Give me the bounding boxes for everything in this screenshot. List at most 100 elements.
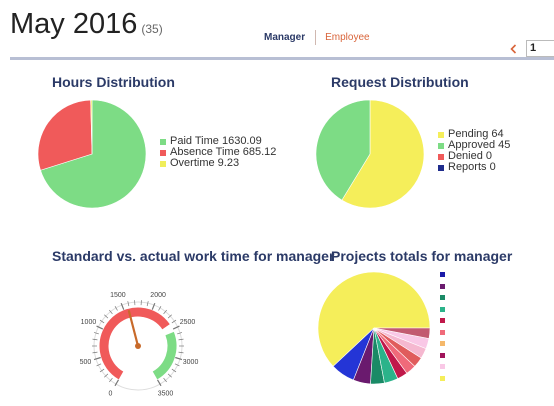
gauge-title: Standard vs. actual work time for manage… xyxy=(52,248,335,264)
requests-legend-label: Reports 0 xyxy=(448,161,496,173)
gauge-tick xyxy=(178,351,184,354)
gauge-tick xyxy=(92,351,98,354)
gauge-tick xyxy=(146,301,149,307)
projects-slice-10[interactable] xyxy=(373,327,431,339)
header-divider xyxy=(10,57,554,60)
gauge-band-0 xyxy=(99,307,170,380)
hours-slice-1[interactable] xyxy=(37,99,93,171)
gauge-tick xyxy=(163,309,167,315)
gauge-tick-label: 1500 xyxy=(110,292,126,299)
projects-legend-swatch[interactable] xyxy=(440,341,445,346)
hours-legend-swatch xyxy=(160,138,166,145)
gauge-tick xyxy=(167,373,172,378)
hours-pie-chart xyxy=(37,99,147,209)
hours-slice-2[interactable] xyxy=(90,99,93,155)
gauge-tick xyxy=(167,314,172,319)
gauge-tick xyxy=(99,368,105,373)
hours-legend-label: Paid Time 1630.09 xyxy=(170,135,262,147)
hours-slice-0[interactable] xyxy=(40,99,147,209)
gauge-band-1 xyxy=(162,324,174,336)
gauge-tick xyxy=(172,325,180,330)
projects-slice-0[interactable] xyxy=(317,271,431,367)
requests-legend-item[interactable]: Approved 45 xyxy=(438,140,510,151)
requests-legend-item[interactable]: Denied 0 xyxy=(438,151,510,162)
gauge-tick xyxy=(104,373,109,378)
gauge-tick xyxy=(178,338,184,341)
gauge-tick xyxy=(174,363,180,367)
gauge-tick xyxy=(104,314,109,319)
projects-legend-swatch[interactable] xyxy=(440,364,445,369)
gauge-tick-label: 2000 xyxy=(150,292,166,299)
hours-legend-label: Absence Time 685.12 xyxy=(170,146,277,158)
hours-legend-swatch xyxy=(160,149,166,156)
requests-slice-0[interactable] xyxy=(341,99,425,209)
gauge-tick xyxy=(163,377,167,383)
tab-separator xyxy=(315,30,317,45)
gauge-tick-label: 3500 xyxy=(158,391,174,398)
hours-legend-swatch xyxy=(160,160,166,167)
requests-pie-chart xyxy=(315,99,425,209)
projects-legend-swatch[interactable] xyxy=(440,272,445,277)
gauge-tick xyxy=(177,332,183,335)
gauge-tick-label: 1000 xyxy=(81,319,97,326)
requests-legend-label: Approved 45 xyxy=(448,139,511,151)
requests-legend-swatch xyxy=(438,131,444,138)
requests-legend-swatch xyxy=(438,164,444,171)
gauge-tick xyxy=(158,305,162,311)
projects-legend-swatch[interactable] xyxy=(440,306,445,312)
projects-legend-swatch[interactable] xyxy=(440,318,445,323)
requests-slice-1[interactable] xyxy=(315,99,371,201)
gauge-tick xyxy=(114,379,120,387)
projects-legend-swatch[interactable] xyxy=(440,352,445,358)
gauge-tick xyxy=(171,368,177,373)
gauge-tick-label: 3000 xyxy=(183,359,199,366)
projects-legend-swatch[interactable] xyxy=(440,375,445,381)
projects-legend-swatch[interactable] xyxy=(440,295,445,300)
gauge-tick xyxy=(114,305,118,311)
gauge-tick xyxy=(92,338,98,341)
projects-totals-title: Projects totals for manager xyxy=(331,248,513,264)
gauge-tick xyxy=(96,363,102,367)
gauge-needle xyxy=(127,310,140,348)
requests-legend-label: Pending 64 xyxy=(448,128,504,140)
gauge-tick xyxy=(96,325,104,330)
requests-legend-swatch xyxy=(438,153,444,160)
projects-legend xyxy=(438,272,448,388)
requests-legend-label: Denied 0 xyxy=(448,150,493,162)
tab-employee[interactable]: Employee xyxy=(325,32,370,44)
page-title: May 2016 (35) xyxy=(10,8,163,41)
gauge-tick-label: 2500 xyxy=(180,319,196,326)
requests-legend: Pending 64 Approved 45 Denied 0 Reports 0 xyxy=(438,129,510,173)
gauge-tick xyxy=(93,332,99,335)
requests-legend-item[interactable]: Reports 0 xyxy=(438,162,510,173)
hours-legend-item[interactable]: Overtime 9.23 xyxy=(160,158,276,169)
page-number-input[interactable]: 1 xyxy=(526,40,554,57)
tab-manager[interactable]: Manager xyxy=(264,32,306,44)
hours-legend-item[interactable]: Paid Time 1630.09 xyxy=(160,136,276,147)
work-time-gauge: 0 500 1000 1500 2000 2500 3000 3500 xyxy=(80,292,199,398)
hours-distribution-title: Hours Distribution xyxy=(52,74,175,90)
gauge-tick xyxy=(109,377,113,383)
record-count: (35) xyxy=(141,22,163,36)
requests-legend-swatch xyxy=(438,142,444,149)
gauge-tick xyxy=(175,356,183,361)
request-distribution-title: Request Distribution xyxy=(331,74,469,90)
gauge-tick xyxy=(99,319,105,324)
chevron-left-icon[interactable] xyxy=(510,43,517,57)
hours-legend: Paid Time 1630.09 Absence Time 685.12 Over… xyxy=(160,136,276,169)
gauge-tick xyxy=(151,302,156,310)
gauge-tick xyxy=(171,319,177,324)
view-tabs: Manager Employee xyxy=(264,30,370,45)
gauge-tick xyxy=(156,379,162,387)
month-label: May 2016 xyxy=(10,8,138,40)
requests-legend-item[interactable]: Pending 64 xyxy=(438,129,510,140)
projects-legend-swatch[interactable] xyxy=(440,329,445,335)
gauge-tick-label: 0 xyxy=(109,391,113,398)
projects-pie-chart xyxy=(317,271,431,385)
hours-legend-label: Overtime 9.23 xyxy=(170,157,240,169)
gauge-hub xyxy=(135,343,141,349)
hours-legend-item[interactable]: Absence Time 685.12 xyxy=(160,147,276,158)
projects-legend-swatch[interactable] xyxy=(440,283,445,289)
gauge-band-2 xyxy=(152,331,177,380)
gauge-tick xyxy=(93,356,101,361)
